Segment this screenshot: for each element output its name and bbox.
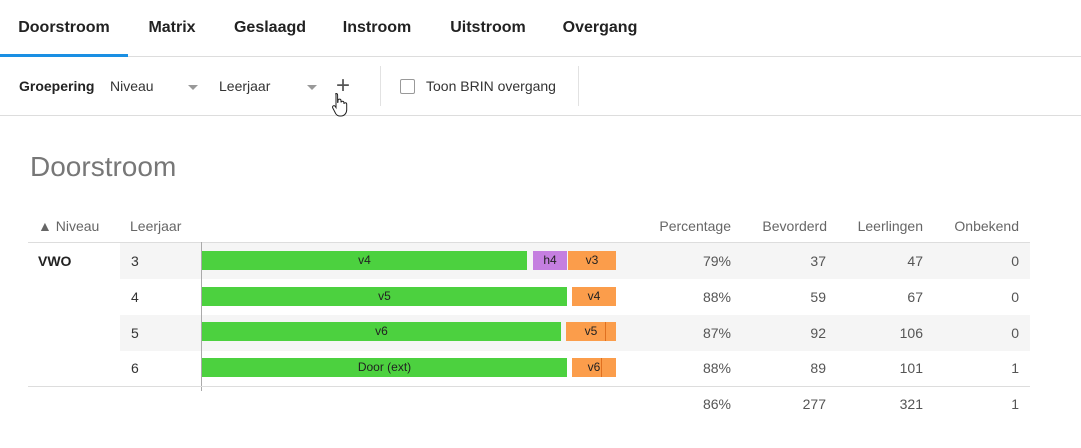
header-onbekend[interactable]: Onbekend: [954, 218, 1019, 234]
tab-geslaagd[interactable]: Geslaagd: [233, 19, 307, 36]
cell-leerjaar: 6: [131, 360, 139, 376]
bar-segment[interactable]: Door (ext): [202, 358, 567, 377]
tab-instroom[interactable]: Instroom: [342, 19, 412, 36]
header-leerlingen[interactable]: Leerlingen: [857, 218, 923, 234]
hand-cursor-icon: [332, 92, 348, 117]
add-grouping-button[interactable]: +: [336, 72, 351, 99]
cell-bevorderd: 37: [810, 253, 826, 269]
cell-leerjaar: 4: [131, 289, 139, 305]
cell-onbekend: 0: [1011, 289, 1019, 305]
niveau-dropdown[interactable]: Niveau: [110, 78, 154, 94]
brin-overgang-label[interactable]: Toon BRIN overgang: [426, 78, 556, 94]
bar-divider: [605, 322, 606, 341]
cell-bevorderd: 92: [810, 325, 826, 341]
total-onbekend: 1: [1011, 396, 1019, 412]
toolbar: Groepering Niveau Leerjaar + Toon BRIN o…: [0, 57, 1081, 116]
header-niveau[interactable]: ▲ Niveau: [38, 218, 100, 234]
cell-leerlingen: 101: [899, 360, 923, 376]
cell-onbekend: 0: [1011, 325, 1019, 341]
brin-overgang-checkbox[interactable]: [400, 79, 415, 94]
tab-bar: Doorstroom Matrix Geslaagd Instroom Uits…: [0, 0, 1081, 57]
bar-divider: [601, 358, 602, 377]
tab-doorstroom[interactable]: Doorstroom: [0, 0, 128, 57]
bar-segment[interactable]: v4: [202, 251, 527, 270]
cell-percentage: 88%: [702, 360, 731, 376]
bar-segment[interactable]: v3: [568, 251, 616, 270]
total-percentage: 86%: [702, 396, 731, 412]
bar-segment[interactable]: h4: [533, 251, 567, 270]
bar-segment[interactable]: v6: [572, 358, 616, 377]
cell-leerjaar: 5: [131, 325, 139, 341]
cell-bevorderd: 89: [810, 360, 826, 376]
divider: [380, 66, 381, 106]
cell-onbekend: 0: [1011, 253, 1019, 269]
cell-percentage: 88%: [702, 289, 731, 305]
header-percentage[interactable]: Percentage: [659, 218, 731, 234]
header-divider: [28, 242, 1030, 243]
chevron-down-icon[interactable]: [307, 85, 317, 90]
divider: [578, 66, 579, 106]
tab-overgang[interactable]: Overgang: [562, 19, 638, 36]
cell-leerlingen: 106: [899, 325, 923, 341]
bar-segment[interactable]: v6: [202, 322, 561, 341]
cell-leerjaar: 3: [131, 253, 139, 269]
tab-matrix[interactable]: Matrix: [148, 19, 196, 36]
total-leerlingen: 321: [899, 396, 923, 412]
cell-niveau: VWO: [38, 253, 72, 269]
bar-segment[interactable]: v5: [202, 287, 567, 306]
bar-segment[interactable]: v5: [566, 322, 616, 341]
cell-percentage: 79%: [702, 253, 731, 269]
cell-leerlingen: 47: [907, 253, 923, 269]
bar-axis: [201, 242, 202, 391]
page-title: Doorstroom: [30, 151, 177, 182]
bar-segment[interactable]: v4: [572, 287, 616, 306]
cell-bevorderd: 59: [810, 289, 826, 305]
total-bevorderd: 277: [802, 396, 826, 412]
totals-divider: [28, 386, 1030, 387]
header-leerjaar[interactable]: Leerjaar: [130, 218, 182, 234]
cell-leerlingen: 67: [907, 289, 923, 305]
chevron-down-icon[interactable]: [188, 85, 198, 90]
cell-percentage: 87%: [702, 325, 731, 341]
leerjaar-dropdown[interactable]: Leerjaar: [219, 78, 271, 94]
header-bevorderd[interactable]: Bevorderd: [762, 218, 827, 234]
cell-onbekend: 1: [1011, 360, 1019, 376]
grouping-label: Groepering: [19, 78, 95, 94]
tab-uitstroom[interactable]: Uitstroom: [450, 19, 526, 36]
